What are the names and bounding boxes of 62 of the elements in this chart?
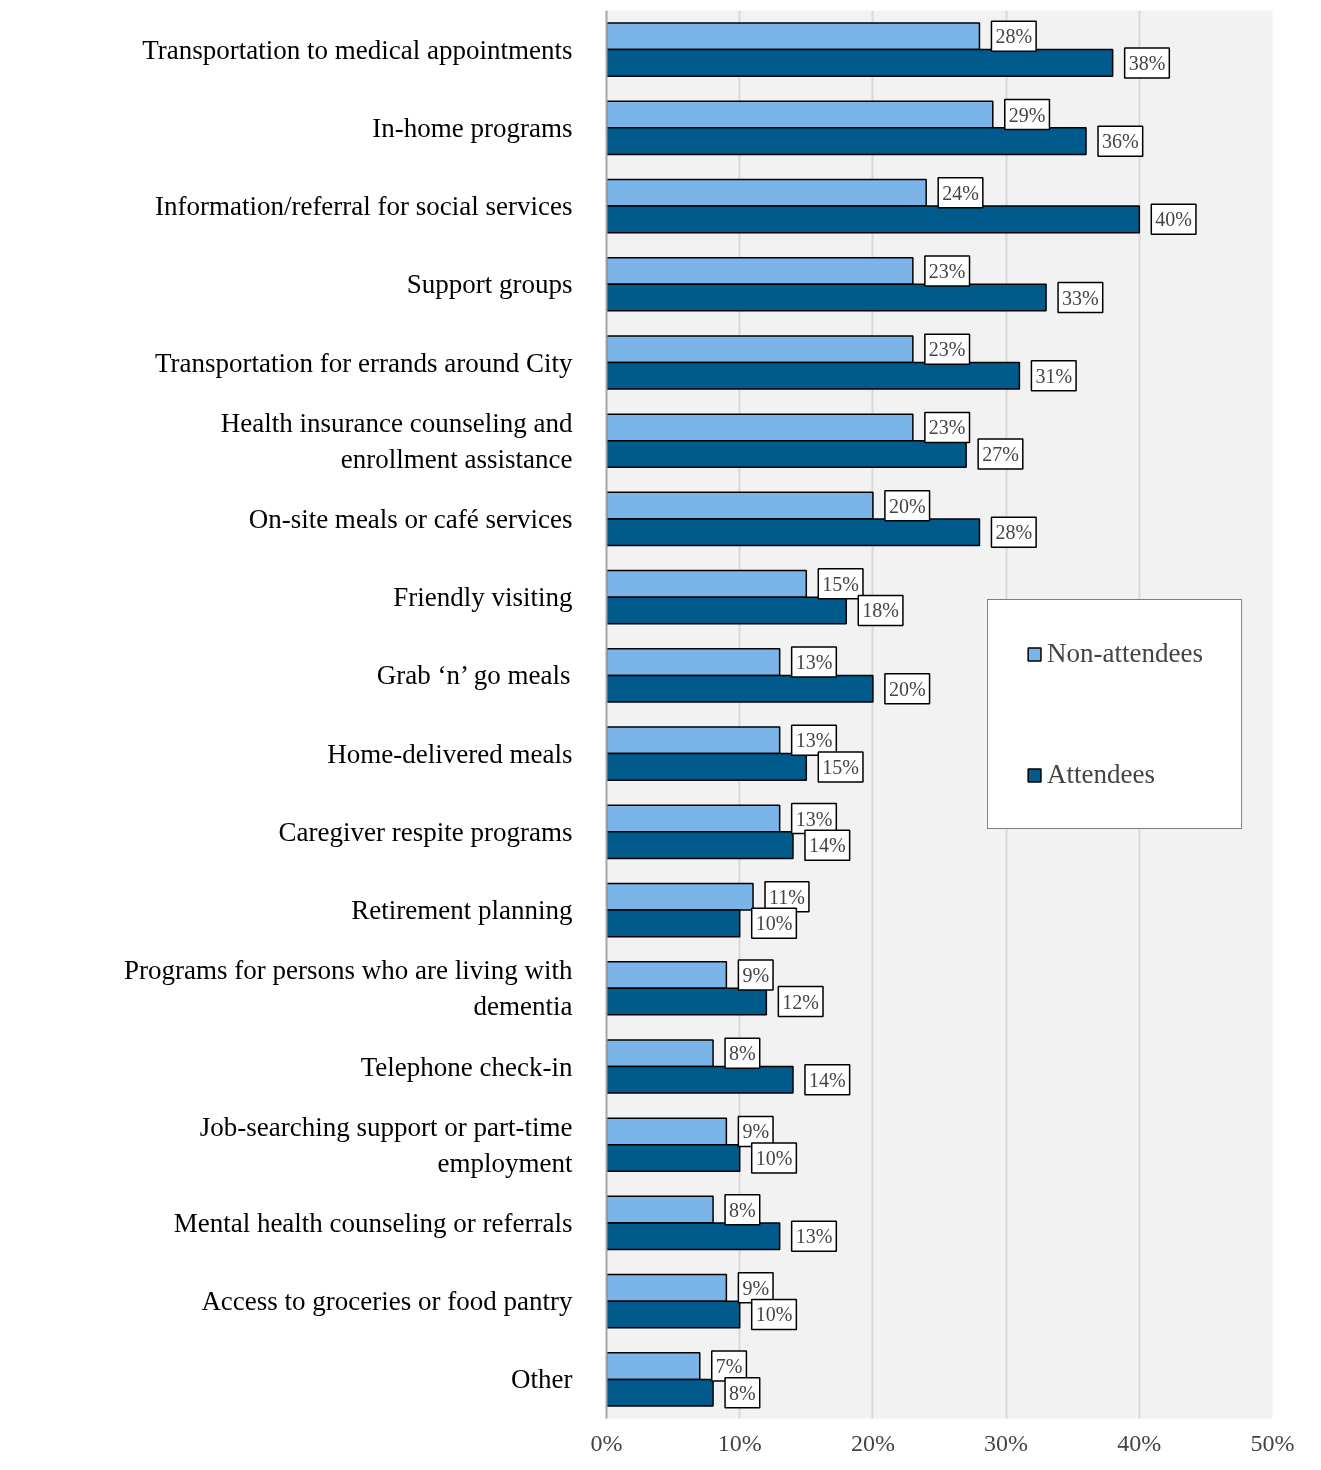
- x-tick-label: 10%: [717, 1429, 762, 1456]
- x-tick-label: 40%: [1117, 1429, 1162, 1456]
- data-label: 23%: [928, 416, 966, 439]
- data-label: 38%: [1128, 51, 1166, 74]
- data-label: 9%: [742, 963, 770, 986]
- data-label: 28%: [995, 25, 1033, 48]
- data-label: 10%: [755, 1147, 793, 1170]
- data-label: 27%: [982, 443, 1019, 466]
- y-tick-label: Retirement planning: [351, 895, 573, 926]
- x-tick-label: 20%: [850, 1429, 895, 1456]
- data-label: 29%: [1008, 103, 1046, 126]
- y-tick-label: Job-searching support or part-time employment: [199, 1111, 573, 1178]
- data-label: 20%: [888, 494, 926, 517]
- y-tick-label: Telephone check-in: [360, 1051, 573, 1082]
- y-tick-label: Information/referral for social services: [154, 191, 573, 222]
- data-label: 10%: [755, 1303, 793, 1326]
- y-tick-label: Friendly visiting: [393, 582, 573, 613]
- y-tick-label: On-site meals or café services: [248, 503, 573, 534]
- y-tick-label: Programs for persons who are living with dementia: [124, 955, 573, 1022]
- data-label: 10%: [755, 912, 793, 935]
- data-label: 14%: [808, 834, 846, 857]
- x-tick-label: 50%: [1250, 1429, 1295, 1456]
- data-label: 15%: [822, 755, 859, 778]
- data-label: 36%: [1102, 130, 1139, 153]
- legend-label: Non-attendees: [1047, 638, 1203, 669]
- data-label: 13%: [795, 651, 833, 674]
- data-label: 8%: [729, 1198, 756, 1221]
- data-label: 23%: [928, 259, 966, 282]
- y-tick-label: Grab ‘n’ go meals: [376, 660, 571, 691]
- data-label: 9%: [742, 1276, 770, 1299]
- x-tick-label: 30%: [984, 1429, 1029, 1456]
- y-tick-label: Home-delivered meals: [327, 738, 573, 769]
- y-tick-label: Access to groceries or food pantry: [201, 1286, 573, 1317]
- data-label: 11%: [769, 885, 805, 908]
- y-tick-label: Transportation to medical appointments: [142, 34, 573, 65]
- data-label: 14%: [808, 1068, 846, 1091]
- data-label: 28%: [995, 521, 1033, 544]
- y-tick-label: Caregiver respite programs: [278, 816, 573, 847]
- data-label: 7%: [715, 1355, 743, 1378]
- data-label: 12%: [782, 990, 820, 1013]
- y-tick-label: Other: [511, 1364, 573, 1395]
- data-label: 23%: [928, 338, 966, 361]
- data-label: 13%: [795, 1225, 833, 1248]
- data-label: 15%: [822, 572, 859, 595]
- y-tick-label: Support groups: [406, 269, 573, 300]
- data-label: 13%: [795, 729, 833, 752]
- x-tick-label: 0%: [590, 1429, 623, 1456]
- y-tick-label: Transportation for errands around City: [155, 347, 573, 378]
- data-label: 24%: [942, 181, 979, 204]
- data-label: 9%: [742, 1120, 770, 1143]
- data-label: 40%: [1155, 208, 1192, 231]
- data-label: 20%: [888, 677, 926, 700]
- data-label: 18%: [862, 599, 899, 622]
- y-tick-label: Mental health counseling or referrals: [173, 1207, 573, 1238]
- y-tick-label: In-home programs: [372, 112, 573, 143]
- data-label: 31%: [1035, 364, 1073, 387]
- data-label: 13%: [795, 807, 833, 830]
- legend-label: Attendees: [1047, 759, 1156, 790]
- data-label: 8%: [729, 1381, 756, 1404]
- y-tick-label: Health insurance counseling and enrollment assistance: [220, 407, 573, 474]
- data-label: 33%: [1062, 286, 1099, 309]
- data-label: 8%: [729, 1042, 756, 1065]
